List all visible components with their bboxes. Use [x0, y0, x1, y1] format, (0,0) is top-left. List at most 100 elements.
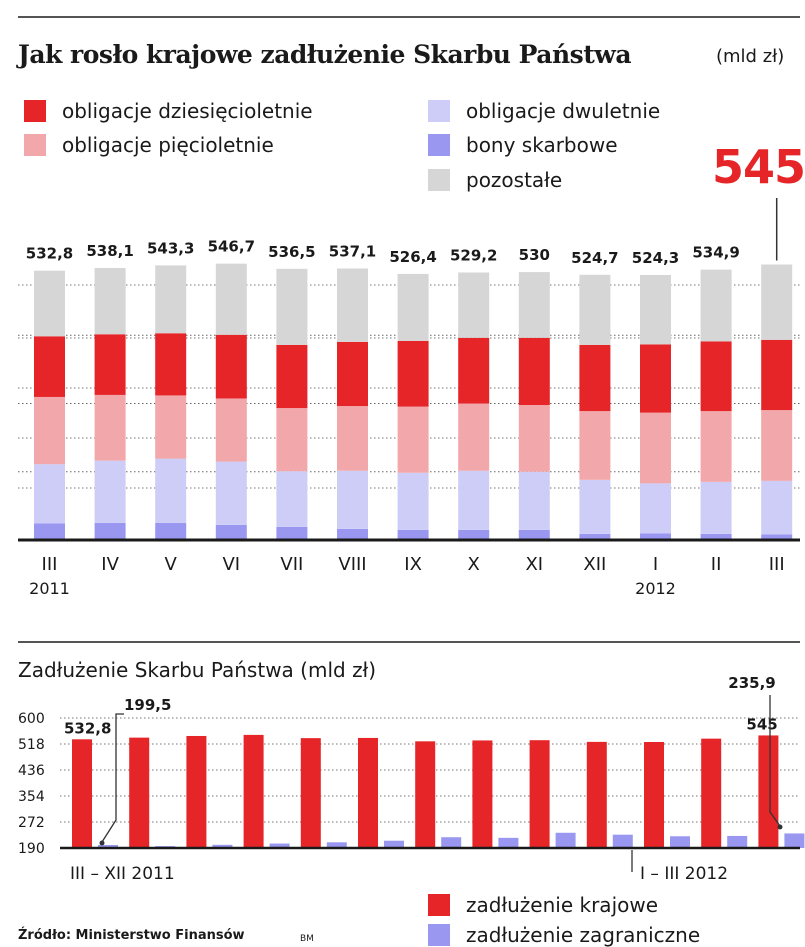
foreign-debt-bar — [498, 837, 519, 848]
stacked-bar-segment — [276, 344, 308, 409]
foreign-debt-bar — [670, 836, 690, 848]
stacked-bar-segment — [640, 412, 671, 484]
stacked-bar-segment — [397, 529, 429, 540]
stacked-bar-segment — [700, 411, 732, 482]
legend-swatch — [24, 134, 46, 156]
legend-item-bills: bony skarbowe — [428, 133, 618, 157]
stacked-bar-segment — [640, 483, 671, 534]
foreign-debt-bar — [326, 842, 347, 848]
credit-note: BM — [300, 934, 314, 944]
stacked-bar-segment — [34, 464, 65, 524]
stacked-bar-segment — [397, 472, 429, 530]
legend-swatch — [428, 894, 450, 916]
stacked-bar-segment — [276, 268, 308, 345]
bar-total-label: 543,3 — [147, 239, 194, 257]
stacked-bar-segment — [518, 529, 550, 540]
y-tick-label: 436 — [18, 763, 45, 779]
stacked-bar-segment — [761, 339, 793, 411]
stacked-bar-segment — [276, 471, 308, 527]
x-tick-label: III — [769, 554, 785, 575]
stacked-bar-segment — [761, 480, 793, 535]
bar-total-label: 536,5 — [268, 243, 315, 261]
foreign-debt-bar — [384, 840, 404, 848]
stacked-bar-segment — [579, 533, 611, 540]
legend-item-other: pozostałe — [428, 168, 562, 192]
bar-total-label: 524,3 — [632, 249, 679, 267]
stacked-bar-segment — [579, 479, 611, 534]
domestic-debt-bar — [129, 737, 150, 848]
stacked-bar-segment — [579, 411, 611, 480]
stacked-bar-segment — [761, 410, 793, 481]
stacked-bar-segment — [700, 269, 732, 342]
annotation-dot — [777, 824, 783, 830]
legend-item-foreign: zadłużenie zagraniczne — [428, 923, 700, 947]
stacked-bar-segment — [94, 394, 126, 461]
x-tick-label: IX — [404, 554, 422, 575]
domestic-debt-bar — [758, 735, 779, 848]
stacked-bar-segment — [761, 264, 793, 340]
y-tick-label: 272 — [18, 815, 45, 831]
stacked-bar-segment — [579, 344, 611, 412]
stacked-bar-segment — [518, 405, 550, 472]
legend-label: bony skarbowe — [466, 133, 618, 157]
bar-total-label: 546,7 — [208, 238, 255, 256]
x-tick-label: XI — [525, 554, 543, 575]
foreign-debt-bar — [98, 844, 118, 848]
period-label-2011: III – XII 2011 — [70, 864, 175, 884]
x-tick-label: V — [165, 554, 178, 575]
domestic-debt-bar — [586, 741, 607, 848]
y-tick-label: 190 — [18, 841, 45, 857]
stacked-bar-segment — [337, 528, 368, 540]
stacked-bar-segment — [94, 460, 126, 523]
annotation-label: 235,9 — [728, 674, 775, 692]
chart-title: Jak rosło krajowe zadłużenie Skarbu Pańs… — [18, 40, 632, 69]
stacked-bar-segment — [276, 408, 308, 472]
stacked-bar-segment — [215, 263, 247, 335]
stacked-bar-segment — [458, 337, 490, 404]
legend-label: obligacje dziesięcioletnie — [62, 99, 313, 123]
foreign-debt-bar — [555, 832, 576, 848]
stacked-bar-segment — [337, 406, 368, 471]
y-tick-label: 354 — [18, 789, 45, 805]
stacked-bar-segment — [700, 341, 732, 412]
foreign-debt-bar — [784, 833, 805, 848]
x-tick-label: VIII — [338, 554, 366, 575]
legend-swatch — [24, 100, 46, 122]
domestic-debt-bar — [358, 737, 378, 848]
stacked-bar-segment — [458, 272, 490, 338]
stacked-bar-segment — [518, 337, 550, 406]
annotation-label: 532,8 — [64, 719, 111, 737]
middle-rule — [18, 641, 800, 643]
y-tick-label: 600 — [18, 711, 45, 727]
x-tick-label: I — [653, 554, 658, 575]
stacked-bar-segment — [155, 333, 187, 396]
stacked-bar-segment — [34, 336, 65, 397]
x-tick-label: VII — [280, 554, 303, 575]
legend-item-10y: obligacje dziesięcioletnie — [24, 99, 313, 123]
foreign-debt-bar — [212, 844, 233, 848]
foreign-debt-bar — [269, 843, 290, 848]
domestic-debt-bar — [243, 734, 264, 848]
source-note: Źródło: Ministerstwo Finansów — [18, 928, 245, 943]
x-tick-label: IV — [101, 554, 119, 575]
legend-label: obligacje pięcioletnie — [62, 133, 274, 157]
stacked-bar-segment — [155, 522, 187, 540]
stacked-bar-segment — [34, 396, 65, 465]
domestic-debt-bar — [72, 739, 92, 848]
stacked-bar-segment — [337, 341, 368, 407]
year-label: 2011 — [29, 579, 70, 598]
stacked-bar-segment — [579, 274, 611, 345]
domestic-debt-bar — [701, 738, 722, 848]
bar-total-label: 526,4 — [389, 248, 436, 266]
stacked-bar-segment — [640, 344, 671, 413]
chart-unit: (mld zł) — [716, 46, 785, 67]
stacked-bar-segment — [458, 403, 490, 471]
domestic-debt-bar — [415, 741, 436, 848]
highlight-total: 545 — [712, 140, 805, 194]
legend-swatch — [428, 134, 450, 156]
legend-swatch — [428, 169, 450, 191]
stacked-bar-segment — [94, 522, 126, 540]
bar-total-label: 538,1 — [86, 242, 133, 260]
top-rule — [18, 16, 800, 18]
